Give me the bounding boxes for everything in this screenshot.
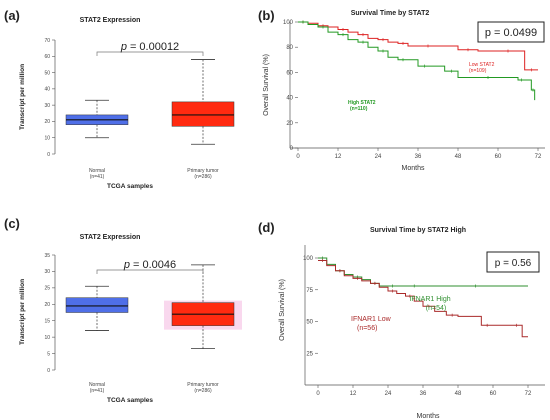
- panel-c-ytick-label-6: 30: [44, 269, 50, 275]
- panel-b-ytick-label-4: 80: [286, 45, 293, 51]
- panel-label-b: (b): [258, 8, 275, 23]
- panel-d-xtick-label-4: 48: [455, 391, 462, 397]
- panel-a-cat-tumor: Primary tumor: [187, 168, 219, 174]
- panel-b-legend-low: Low STAT2: [469, 62, 495, 68]
- panel-b-xlabel: Months: [402, 165, 425, 172]
- panel-b-xtick-label-6: 72: [535, 154, 542, 160]
- panel-a-box-1: [171, 101, 235, 127]
- panel-b-xtick-label-4: 48: [455, 154, 462, 160]
- panel-d-title: Survival Time by STAT2 High: [370, 227, 466, 234]
- panel-d-ytick-label-3: 100: [303, 256, 314, 262]
- panel-d-legend-high: IFNAR1 High: [409, 296, 450, 303]
- panel-a-bracket: [96, 51, 204, 56]
- panel-c-ytick-label-7: 35: [44, 253, 50, 259]
- panel-label-a: (a): [4, 8, 20, 23]
- panel-d-series-1: [318, 260, 528, 338]
- panel-c-n-normal: (n=41): [90, 388, 105, 394]
- panel-b-legend-high-n: (n=110): [350, 106, 368, 112]
- panel-c: (c) STAT2 Expression Transcript per mill…: [4, 216, 242, 404]
- panel-d-legend-low: IFNAR1 Low: [351, 316, 392, 323]
- panel-a-xlabel: TCGA samples: [107, 183, 153, 190]
- panel-label-d: (d): [258, 220, 275, 235]
- panel-c-y-ticks: 0 5 10 15 20 25 30 35: [44, 253, 55, 374]
- panel-b-pvalue: p = 0.0499: [485, 27, 537, 39]
- panel-b-ytick-label-3: 60: [286, 70, 293, 76]
- panel-a: (a) STAT2 Expression Transcript per mill…: [4, 8, 235, 190]
- panel-a-ylabel: Transcript per million: [19, 64, 26, 130]
- panel-b-xtick-label-1: 12: [335, 154, 342, 160]
- panel-a-y-ticks: 0 10 20 30 40 50 60 70: [44, 38, 55, 158]
- panel-d-xtick-label-6: 72: [525, 391, 532, 397]
- panel-a-title: STAT2 Expression: [80, 17, 141, 24]
- panel-b-xtick-label-0: 0: [296, 154, 300, 160]
- panel-b-ytick-label-0: 0: [290, 146, 294, 152]
- panel-b: (b) Survival Time by STAT2 Overall Survi…: [258, 8, 545, 172]
- panel-c-pvalue: p = 0.0046: [123, 259, 176, 271]
- panel-a-ytick-label-0: 0: [47, 152, 50, 158]
- panel-b-ytick-label-2: 40: [286, 96, 293, 102]
- panel-a-n-tumor: (n=286): [194, 174, 212, 180]
- panel-c-ytick-label-5: 25: [44, 286, 50, 292]
- panel-b-ylabel: Overall Survival (%): [263, 54, 270, 116]
- panel-a-ytick-label-4: 40: [44, 87, 50, 93]
- panel-d-ytick-label-1: 50: [306, 320, 313, 326]
- panel-a-n-normal: (n=41): [90, 174, 105, 180]
- panel-c-ylabel: Transcript per million: [19, 279, 26, 345]
- panel-b-xtick-label-2: 24: [375, 154, 382, 160]
- panel-c-n-tumor: (n=286): [194, 388, 212, 394]
- panel-b-legend-high: High STAT2: [348, 100, 376, 106]
- panel-d-xtick-label-5: 60: [490, 391, 497, 397]
- panel-c-cat-normal: Normal: [89, 382, 105, 388]
- panel-c-boxes: [65, 264, 242, 350]
- panel-c-bracket: [96, 269, 204, 274]
- panel-a-ytick-label-7: 70: [44, 38, 50, 44]
- panel-d-ylabel: Overall Survival (%): [279, 279, 286, 341]
- panel-a-ytick-label-2: 20: [44, 119, 50, 125]
- panel-b-xtick-label-5: 60: [495, 154, 502, 160]
- panel-label-c: (c): [4, 216, 20, 231]
- panel-b-xtick-label-3: 36: [415, 154, 422, 160]
- panel-d-ytick-label-2: 75: [306, 288, 313, 294]
- panel-d-xlabel: Months: [417, 413, 440, 420]
- panel-d-xtick-label-2: 24: [385, 391, 392, 397]
- panel-c-ytick-label-4: 20: [44, 302, 50, 308]
- panel-d-legend-high-n: (n=54): [426, 305, 446, 312]
- panel-b-ytick-label-1: 20: [286, 121, 293, 127]
- panel-d-xtick-label-3: 36: [420, 391, 427, 397]
- panel-d-xtick-label-0: 0: [316, 391, 320, 397]
- panel-b-ticks: 0 12 24 36 48 60 72 0 20 40 60 80 100: [283, 20, 542, 160]
- panel-d-legend-low-n: (n=56): [357, 325, 377, 332]
- panel-c-xlabel: TCGA samples: [107, 397, 153, 404]
- panel-c-ytick-label-0: 0: [47, 368, 50, 374]
- panel-b-series-1: [298, 21, 536, 101]
- panel-d-pvalue: p = 0.56: [495, 258, 532, 269]
- panel-c-title: STAT2 Expression: [80, 234, 141, 241]
- panel-a-ytick-label-1: 10: [44, 136, 50, 142]
- panel-c-ytick-label-1: 5: [47, 351, 50, 357]
- panel-b-ytick-label-5: 100: [283, 20, 294, 26]
- panel-b-pvalue-box: [477, 21, 545, 43]
- panel-c-ytick-label-2: 10: [44, 335, 50, 341]
- panel-b-legend-low-n: (n=109): [469, 68, 487, 74]
- panel-a-boxes: [65, 59, 235, 145]
- panel-b-title: Survival Time by STAT2: [351, 10, 430, 17]
- panel-d-curves: [318, 256, 528, 338]
- panel-c-cat-tumor: Primary tumor: [187, 382, 219, 388]
- panel-d-ticks: 0 12 24 36 48 60 72 25 50 75 100: [303, 256, 532, 397]
- panel-d: (d) Survival Time by STAT2 High Overall …: [258, 220, 545, 420]
- panel-b-curves: [298, 20, 538, 101]
- panel-a-ytick-label-6: 60: [44, 54, 50, 60]
- panel-c-ytick-label-3: 15: [44, 319, 50, 325]
- panel-d-ytick-label-0: 25: [306, 351, 313, 357]
- panel-a-cat-normal: Normal: [89, 168, 105, 174]
- panel-d-xtick-label-1: 12: [350, 391, 357, 397]
- panel-c-box-0: [65, 297, 129, 313]
- panel-a-ytick-label-3: 30: [44, 103, 50, 109]
- panel-a-pvalue: p = 0.00012: [120, 41, 179, 53]
- panel-d-pvalue-box: [486, 251, 540, 273]
- panel-a-ytick-label-5: 50: [44, 70, 50, 76]
